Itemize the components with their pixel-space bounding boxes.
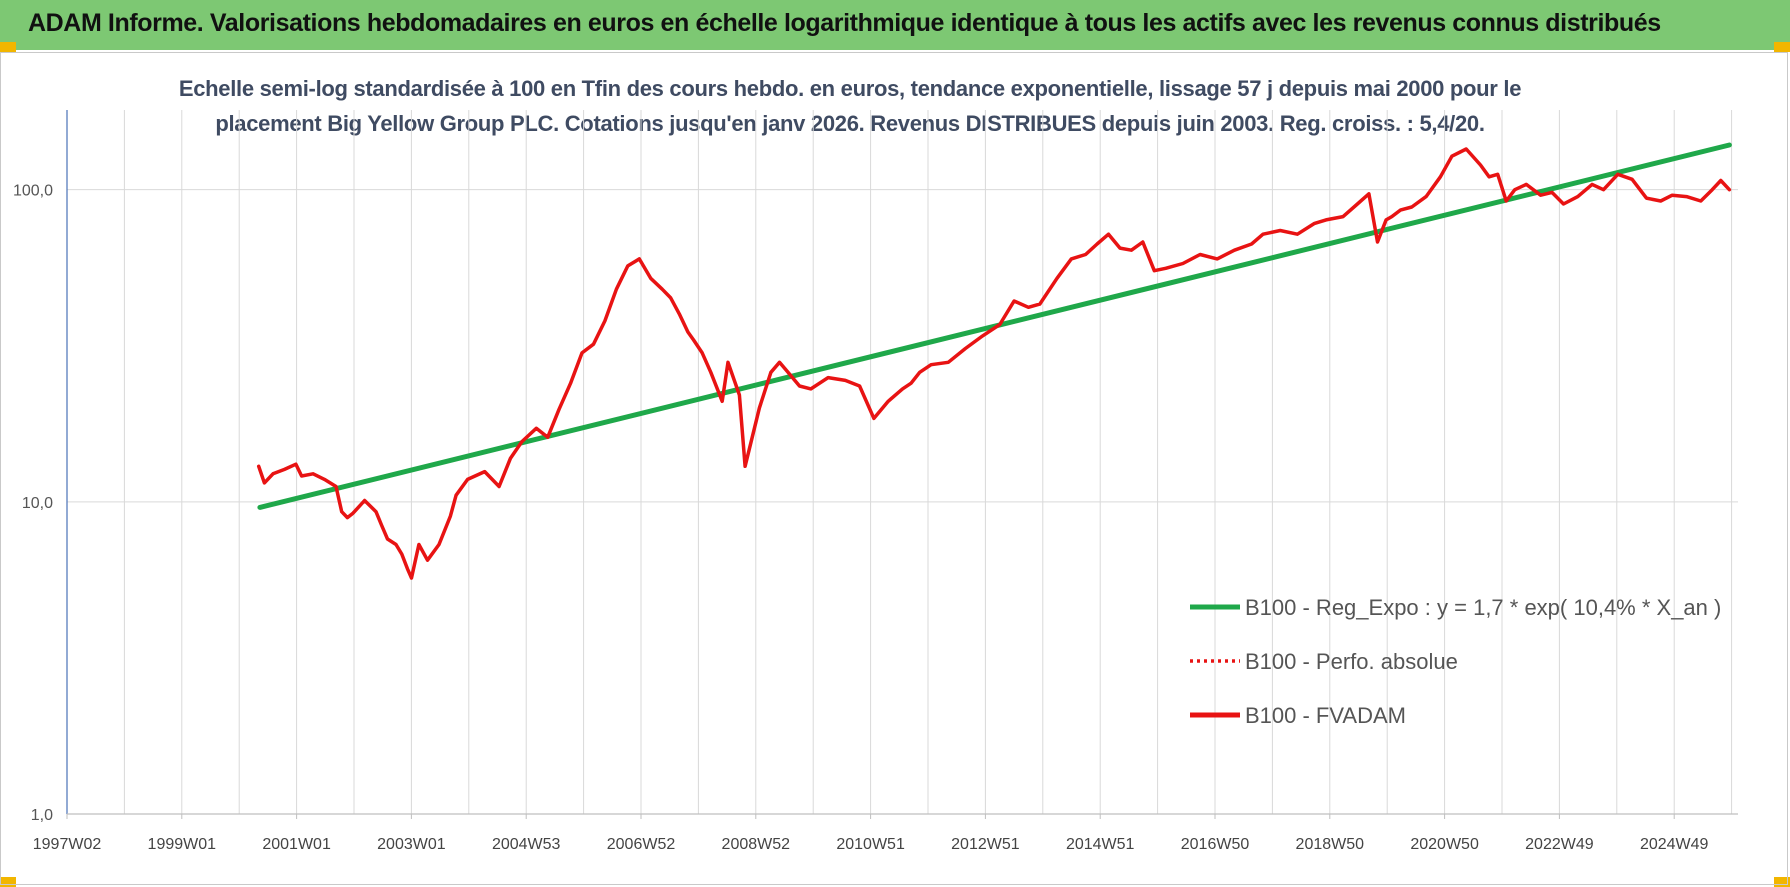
legend: B100 - Reg_Expo : y = 1,7 * exp( 10,4% *…: [1190, 595, 1721, 728]
series-lines: [256, 142, 1732, 580]
x-tick-label: 2014W51: [1066, 836, 1135, 853]
x-tick-label: 2008W52: [722, 836, 791, 853]
x-tick-label: 2003W01: [377, 836, 446, 853]
x-tick-label: 2001W01: [262, 836, 331, 853]
chart-title-line-2: placement Big Yellow Group PLC. Cotation…: [215, 111, 1485, 136]
banner-title: ADAM Informe. Valorisations hebdomadaire…: [28, 9, 1661, 37]
legend-label: B100 - FVADAM: [1245, 703, 1406, 728]
x-tick-label: 2016W50: [1181, 836, 1250, 853]
corner-accent-bottom-right: [1774, 877, 1790, 887]
y-tick-label: 100,0: [13, 183, 53, 200]
x-tick-label: 1999W01: [148, 836, 217, 853]
x-tick-label: 1997W02: [33, 836, 102, 853]
title-banner: ADAM Informe. Valorisations hebdomadaire…: [0, 0, 1790, 50]
legend-label: B100 - Reg_Expo : y = 1,7 * exp( 10,4% *…: [1245, 595, 1721, 620]
corner-accent-top-left: [0, 42, 16, 52]
x-tick-label: 2022W49: [1525, 836, 1594, 853]
corner-accent-top-right: [1774, 42, 1790, 52]
grid-lines: [66, 110, 1738, 814]
y-tick-label: 10,0: [22, 495, 53, 512]
x-tick-label: 2010W51: [836, 836, 905, 853]
x-tick-label: 2024W49: [1640, 836, 1709, 853]
x-tick-label: 2018W50: [1296, 836, 1365, 853]
axes: 1,0 10,0 100,0 1997W02 1999W01 2001W01 2003W01…: [13, 110, 1738, 853]
corner-accent-bottom-left: [0, 877, 16, 887]
series-line-2: [256, 147, 1732, 580]
chart-frame: [0, 52, 1788, 885]
x-tick-label: 2012W51: [951, 836, 1020, 853]
x-tick-label: 2006W52: [607, 836, 676, 853]
y-tick-label: 1,0: [31, 807, 53, 824]
x-tick-label: 2020W50: [1410, 836, 1479, 853]
x-tick-label: 2004W53: [492, 836, 561, 853]
legend-label: B100 - Perfo. absolue: [1245, 649, 1458, 674]
chart-title-line-1: Echelle semi-log standardisée à 100 en T…: [178, 76, 1522, 101]
